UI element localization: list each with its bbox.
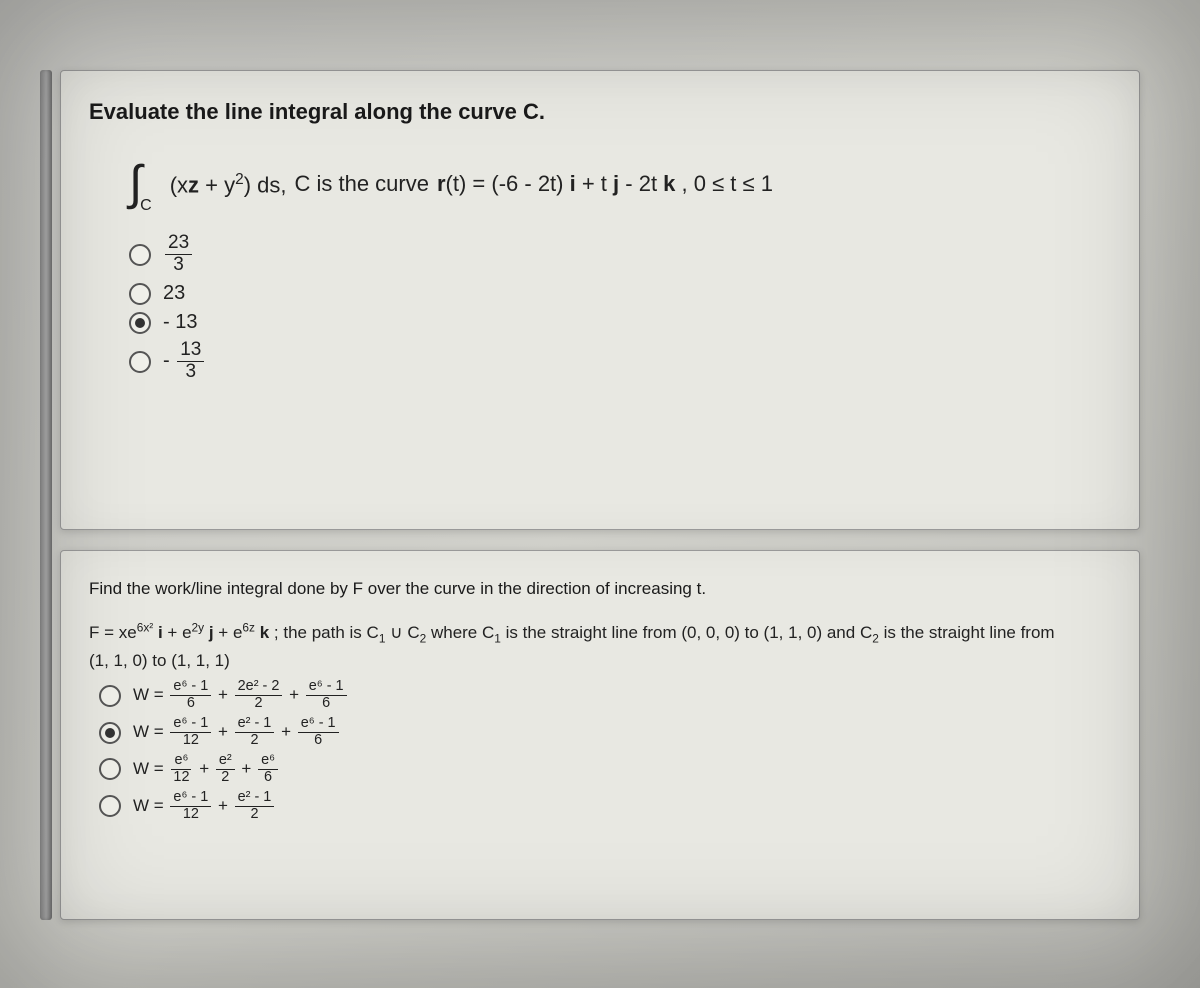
q2-choice-label-b: W = e⁶ - 112 + e² - 12 + e⁶ - 16 <box>133 716 341 749</box>
radio-button[interactable] <box>99 758 121 780</box>
book-spiral-edge <box>40 70 52 920</box>
radio-button[interactable] <box>129 351 151 373</box>
q1-integral-expression: ∫ C (xz + y2) ds, C is the curve r(t) = … <box>129 165 1111 203</box>
q2-prompt: Find the work/line integral done by F ov… <box>89 579 1111 599</box>
q2-line2: (1, 1, 0) to (1, 1, 1) <box>89 648 1111 674</box>
q1-choice-label-b: 23 <box>163 282 185 305</box>
q2-choice-d[interactable]: W = e⁶ - 112 + e² - 12 <box>99 790 1111 823</box>
radio-button[interactable] <box>129 312 151 334</box>
q1-choice-label-a: 233 <box>163 233 194 276</box>
q1-integrand: (xz + y2) ds, <box>170 171 287 198</box>
q1-choice-label-d: - 133 <box>163 340 206 383</box>
question-1-card: Evaluate the line integral along the cur… <box>60 70 1140 530</box>
page: Evaluate the line integral along the cur… <box>0 0 1200 988</box>
q1-choice-label-c: - 13 <box>163 311 197 334</box>
radio-button[interactable] <box>129 244 151 266</box>
radio-button[interactable] <box>99 722 121 744</box>
q2-F-j: j + e <box>204 623 242 642</box>
q2-F-prefix: F = xe <box>89 623 137 642</box>
q1-choice-b[interactable]: 23 <box>129 282 1111 305</box>
q2-choice-b[interactable]: W = e⁶ - 112 + e² - 12 + e⁶ - 16 <box>99 716 1111 749</box>
q2-choice-c[interactable]: W = e⁶12 + e²2 + e⁶6 <box>99 753 1111 786</box>
q2-F-k: k <box>255 623 269 642</box>
q2-F-exp3: 6z <box>242 620 255 634</box>
q2-choice-label-c: W = e⁶12 + e²2 + e⁶6 <box>133 753 280 786</box>
q1-choice-a[interactable]: 233 <box>129 233 1111 276</box>
q2-choice-a[interactable]: W = e⁶ - 16 + 2e² - 22 + e⁶ - 16 <box>99 679 1111 712</box>
q2-choice-label-a: W = e⁶ - 16 + 2e² - 22 + e⁶ - 16 <box>133 679 349 712</box>
q2-path-desc: ; the path is C1 ∪ C2 where C1 is the st… <box>269 623 1054 642</box>
q2-choice-label-d: W = e⁶ - 112 + e² - 12 <box>133 790 276 823</box>
q2-choices-group: W = e⁶ - 16 + 2e² - 22 + e⁶ - 16 W = e⁶ -… <box>89 679 1111 822</box>
integral-subscript: C <box>140 197 152 215</box>
radio-button[interactable] <box>129 283 151 305</box>
q1-rt: r(t) = (-6 - 2t) i + t j - 2t k , 0 ≤ t … <box>437 171 773 197</box>
q2-F-expression: F = xe6x² i + e2y j + e6z k ; the path i… <box>89 623 1055 642</box>
q1-choices-group: 233 23 - 13 - 133 <box>89 233 1111 383</box>
q1-prompt: Evaluate the line integral along the cur… <box>89 99 1111 125</box>
q2-F-exp1: 6x² <box>137 620 154 634</box>
radio-button[interactable] <box>99 685 121 707</box>
q1-choice-c[interactable]: - 13 <box>129 311 1111 334</box>
q1-curve-label: C is the curve <box>294 171 429 197</box>
q2-F-exp2: 2y <box>192 620 205 634</box>
q1-choice-d[interactable]: - 133 <box>129 340 1111 383</box>
q2-problem-body: F = xe6x² i + e2y j + e6z k ; the path i… <box>89 619 1111 673</box>
question-2-card: Find the work/line integral done by F ov… <box>60 550 1140 920</box>
radio-button[interactable] <box>99 795 121 817</box>
